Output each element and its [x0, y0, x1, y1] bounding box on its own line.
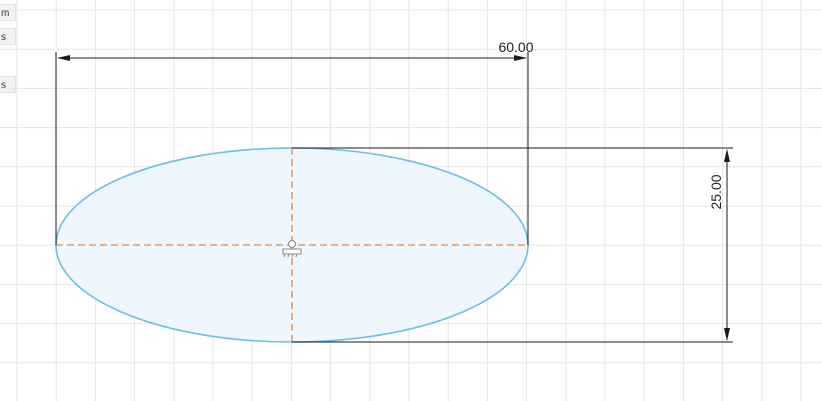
circle-point-icon[interactable]: [288, 240, 296, 248]
width-arrowhead-left: [57, 55, 70, 61]
height-dimension-value[interactable]: 25.00: [708, 174, 724, 209]
side-panel-tab-2[interactable]: s: [0, 28, 16, 45]
height-arrowhead-bottom: [724, 328, 730, 341]
height-arrowhead-top: [724, 149, 730, 162]
width-dimension-value[interactable]: 60.00: [498, 39, 533, 55]
height-dimension[interactable]: 25.00: [292, 147, 733, 343]
fix-constraint-icon[interactable]: [282, 247, 302, 258]
width-arrowhead-right: [514, 55, 527, 61]
side-panel-tab-1[interactable]: m: [0, 4, 16, 21]
